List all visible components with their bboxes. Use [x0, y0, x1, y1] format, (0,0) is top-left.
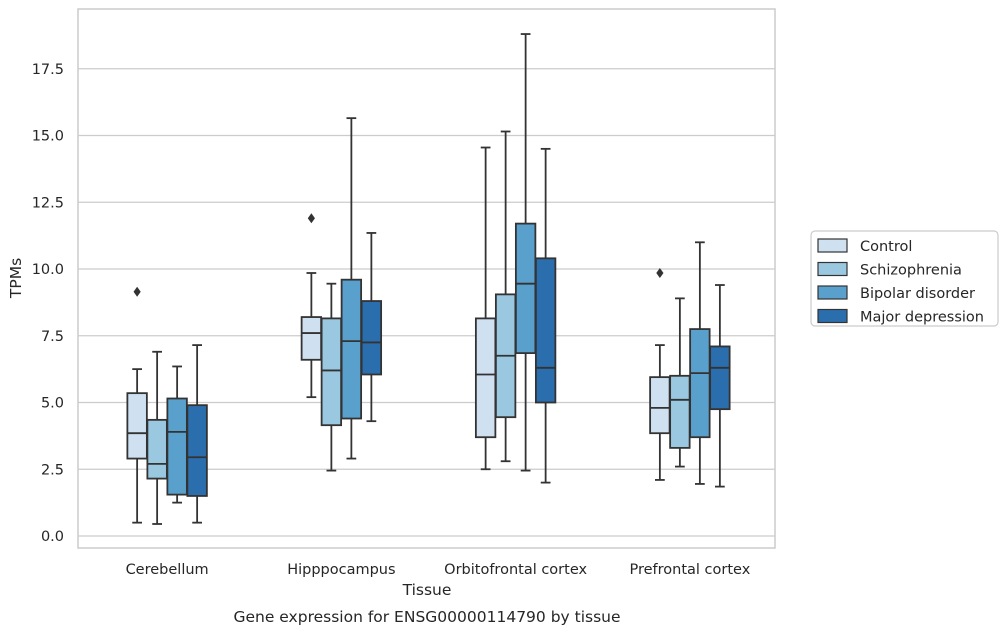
y-tick-label: 0.0: [41, 529, 64, 545]
box-iqr: [360, 300, 383, 376]
legend-label: Major depression: [860, 310, 984, 326]
box-1-0: [300, 213, 323, 399]
box-0-3: [186, 344, 208, 524]
box-iqr: [649, 376, 671, 435]
y-tick-label: 12.5: [32, 195, 64, 211]
box-2-3: [534, 147, 557, 484]
legend-swatch: [817, 238, 848, 253]
y-tick-label: 7.5: [41, 329, 64, 345]
box-iqr: [186, 404, 208, 497]
legend-label: Control: [860, 239, 912, 255]
box-1-1: [320, 282, 343, 472]
y-tick-label: 2.5: [41, 462, 64, 478]
y-tick-label: 5.0: [41, 396, 64, 412]
box-iqr: [474, 317, 497, 439]
legend-frame: [810, 230, 999, 327]
legend-label: Bipolar disorder: [860, 286, 975, 302]
legend-swatch: [817, 308, 848, 324]
box-0-2: [166, 365, 188, 504]
outlier-point: [307, 213, 315, 224]
x-axis-title: Tissue: [402, 581, 452, 599]
box-3-1: [669, 297, 691, 468]
legend-swatch: [817, 261, 848, 277]
box-2-0: [474, 146, 497, 471]
legend-swatch: [817, 285, 848, 300]
y-axis-ticks: 0.0 2.5 5.0 7.5 10.0 12.5 15.0 17.5: [32, 62, 64, 545]
box-plot-series: [126, 33, 731, 525]
x-axis-ticks: Cerebellum Hipppocampus Orbitofrontal cort…: [126, 562, 751, 578]
box-3-3: [709, 284, 731, 488]
box-iqr: [320, 317, 343, 427]
box-1-2: [340, 117, 363, 460]
y-tick-label: 17.5: [32, 62, 64, 78]
x-tick-label: Orbitofrontal cortex: [444, 562, 587, 578]
plot-frame: [77, 8, 776, 549]
box-iqr: [340, 278, 363, 420]
box-2-1: [494, 130, 517, 463]
box-0-0: [126, 286, 148, 524]
box-3-2: [689, 241, 711, 485]
y-tick-label: 15.0: [32, 129, 64, 145]
box-iqr: [689, 328, 711, 439]
plot-border: [77, 8, 776, 549]
box-1-3: [360, 232, 383, 423]
box-iqr: [300, 316, 323, 361]
box-3-0: [649, 268, 671, 481]
x-tick-label: Cerebellum: [126, 562, 209, 578]
chart-caption: Gene expression for ENSG00000114790 by t…: [233, 608, 620, 626]
legend-label: Schizophrenia: [860, 263, 962, 279]
y-axis-title: TPMs: [7, 258, 25, 299]
box-iqr: [166, 397, 188, 496]
box-iqr: [146, 418, 168, 480]
box-iqr: [669, 374, 691, 449]
box-iqr: [709, 345, 731, 411]
y-tick-label: 10.0: [32, 262, 64, 278]
box-2-2: [514, 33, 537, 472]
x-tick-label: Prefrontal cortex: [629, 562, 750, 578]
box-0-1: [146, 350, 168, 525]
outlier-point: [656, 268, 664, 279]
outlier-point: [133, 286, 141, 297]
x-tick-label: Hipppocampus: [287, 562, 395, 578]
box-iqr: [126, 392, 148, 460]
box-iqr: [514, 222, 537, 355]
box-iqr: [534, 257, 557, 404]
legend: Control Schizophrenia Bipolar disorder Majo…: [810, 230, 999, 327]
